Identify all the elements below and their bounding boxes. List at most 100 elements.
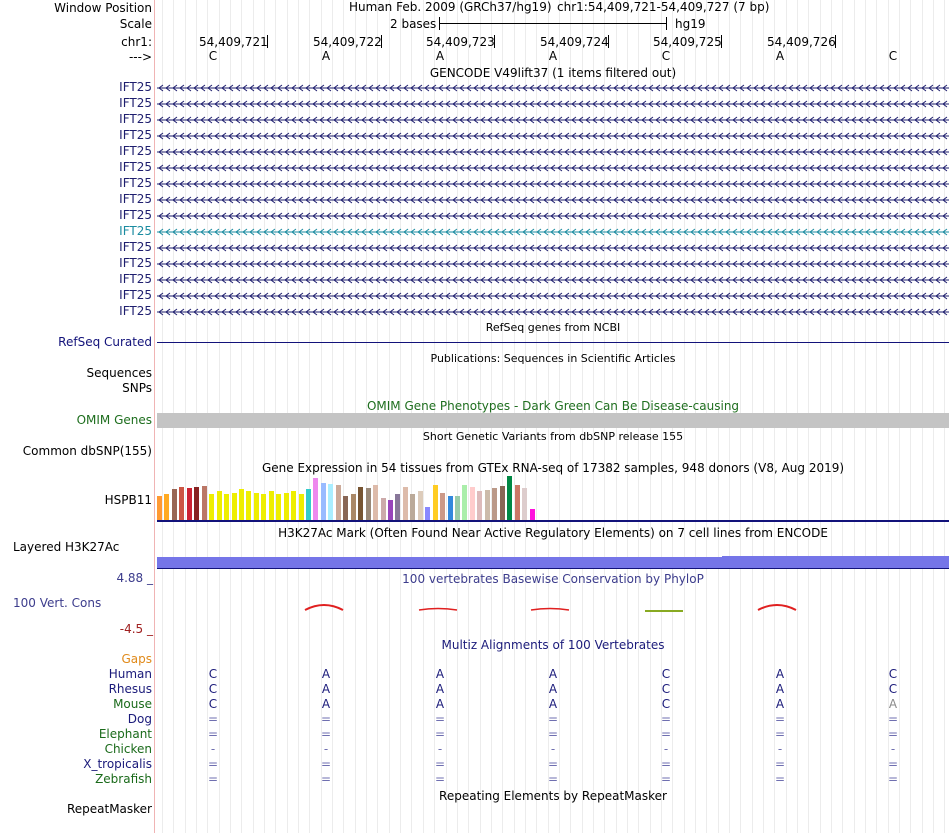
gencode-item-feature[interactable]	[157, 291, 949, 301]
repeatmasker-label[interactable]: RepeatMasker	[66, 802, 152, 816]
gtex-tissue-bar[interactable]	[432, 485, 438, 520]
species-label[interactable]: Human	[108, 667, 152, 681]
gencode-item-feature[interactable]	[157, 195, 949, 205]
gtex-tissue-bar[interactable]	[402, 487, 408, 520]
gtex-tissue-bar[interactable]	[499, 486, 505, 520]
gencode-item-label[interactable]: IFT25	[119, 144, 152, 158]
gtex-tissue-bar[interactable]	[201, 486, 207, 520]
omim-label[interactable]: OMIM Genes	[76, 413, 152, 427]
gtex-tissue-bar[interactable]	[484, 490, 490, 520]
gtex-title[interactable]: Gene Expression in 54 tissues from GTEx …	[261, 461, 845, 475]
gtex-tissue-bar[interactable]	[179, 487, 185, 520]
gtex-tissue-bar[interactable]	[216, 491, 222, 520]
gencode-item-feature[interactable]	[157, 275, 949, 285]
species-label[interactable]: X_tropicalis	[83, 757, 152, 771]
h3k27ac-title[interactable]: H3K27Ac Mark (Often Found Near Active Re…	[278, 526, 828, 540]
gtex-tissue-bar[interactable]	[395, 494, 401, 520]
gtex-tissue-bar[interactable]	[387, 500, 393, 520]
gencode-item-label[interactable]: IFT25	[119, 256, 152, 270]
gencode-item-label[interactable]: IFT25	[119, 128, 152, 142]
gtex-tissue-bar[interactable]	[253, 493, 259, 520]
snps-label[interactable]: SNPs	[122, 381, 152, 395]
gtex-tissue-bar[interactable]	[365, 488, 371, 520]
gtex-tissue-bar[interactable]	[522, 488, 528, 520]
h3k27ac-signal[interactable]	[157, 556, 949, 570]
gencode-item-label[interactable]: IFT25	[119, 240, 152, 254]
gtex-tissue-bar[interactable]	[335, 485, 341, 520]
gencode-item-label[interactable]: IFT25	[119, 224, 152, 238]
gtex-tissue-bar[interactable]	[492, 488, 498, 520]
gtex-tissue-bar[interactable]	[358, 487, 364, 520]
gencode-item-label[interactable]: IFT25	[119, 208, 152, 222]
gtex-tissue-bar[interactable]	[350, 494, 356, 520]
gtex-tissue-bar[interactable]	[469, 487, 475, 520]
gtex-tissue-bar[interactable]	[224, 494, 230, 520]
species-label[interactable]: Zebrafish	[95, 772, 152, 786]
gencode-item-feature[interactable]	[157, 259, 949, 269]
gtex-tissue-bar[interactable]	[410, 494, 416, 520]
multiz-title[interactable]: Multiz Alignments of 100 Vertebrates	[441, 638, 665, 652]
cons-title[interactable]: 100 vertebrates Basewise Conservation by…	[402, 572, 704, 586]
gtex-tissue-bar[interactable]	[306, 489, 311, 520]
omim-bar[interactable]	[157, 413, 949, 428]
species-label[interactable]: Elephant	[98, 727, 152, 741]
dbsnp-label[interactable]: Common dbSNP(155)	[22, 444, 152, 458]
gencode-item-feature[interactable]	[157, 163, 949, 173]
gencode-item-feature[interactable]	[157, 307, 949, 317]
gencode-item-label[interactable]: IFT25	[119, 272, 152, 286]
gtex-tissue-bar[interactable]	[276, 494, 282, 520]
gencode-item-label[interactable]: IFT25	[119, 304, 152, 318]
gencode-item-label[interactable]: IFT25	[119, 288, 152, 302]
gtex-tissue-bar[interactable]	[194, 487, 200, 520]
gencode-item-feature[interactable]	[157, 83, 949, 93]
gtex-tissue-bar[interactable]	[373, 485, 379, 520]
gtex-tissue-bar[interactable]	[268, 491, 274, 520]
gtex-tissue-bar[interactable]	[425, 507, 431, 520]
gtex-gene-label[interactable]: HSPB11	[104, 493, 152, 507]
gtex-tissue-bar[interactable]	[328, 484, 334, 520]
species-label[interactable]: Mouse	[113, 697, 152, 711]
gencode-item-label[interactable]: IFT25	[119, 160, 152, 174]
gencode-item-label[interactable]: IFT25	[119, 96, 152, 110]
gencode-item-label[interactable]: IFT25	[119, 192, 152, 206]
gtex-tissue-bar[interactable]	[238, 489, 244, 520]
gencode-item-feature[interactable]	[157, 131, 949, 141]
gtex-tissue-bar[interactable]	[186, 488, 192, 520]
gtex-tissue-bar[interactable]	[380, 498, 386, 520]
gencode-item-label[interactable]: IFT25	[119, 176, 152, 190]
repeatmasker-title[interactable]: Repeating Elements by RepeatMasker	[439, 789, 667, 803]
gtex-tissue-bar[interactable]	[477, 491, 483, 520]
gtex-tissue-bar[interactable]	[343, 496, 349, 520]
gtex-tissue-bar[interactable]	[171, 489, 177, 520]
gtex-tissue-bar[interactable]	[261, 494, 267, 520]
gtex-tissue-bar[interactable]	[164, 494, 170, 520]
position-text[interactable]: chr1:54,409,721-54,409,727 (7 bp)	[557, 0, 770, 14]
refseq-label[interactable]: RefSeq Curated	[58, 335, 152, 349]
gencode-item-label[interactable]: IFT25	[119, 112, 152, 126]
refseq-line[interactable]	[157, 342, 949, 343]
gtex-tissue-bar[interactable]	[209, 494, 215, 520]
gtex-tissue-bar[interactable]	[291, 491, 297, 520]
gtex-tissue-bar[interactable]	[283, 493, 289, 520]
gencode-item-feature[interactable]	[157, 147, 949, 157]
cons-label[interactable]: 100 Vert. Cons	[13, 596, 102, 610]
gencode-item-feature[interactable]	[157, 179, 949, 189]
gtex-tissue-bar[interactable]	[447, 496, 453, 520]
publications-title[interactable]: Publications: Sequences in Scientific Ar…	[430, 352, 676, 365]
gencode-item-feature[interactable]	[157, 243, 949, 253]
species-label[interactable]: Dog	[127, 712, 152, 726]
publications-label[interactable]: Sequences	[86, 366, 152, 380]
refseq-title[interactable]: RefSeq genes from NCBI	[485, 321, 621, 334]
gtex-tissue-bar[interactable]	[440, 493, 446, 520]
gtex-tissue-bar[interactable]	[507, 476, 513, 520]
h3k27ac-label[interactable]: Layered H3K27Ac	[13, 540, 120, 554]
gtex-tissue-bar[interactable]	[157, 496, 162, 520]
gtex-tissue-bar[interactable]	[462, 485, 468, 520]
gtex-tissue-bar[interactable]	[246, 491, 252, 520]
gaps-label[interactable]: Gaps	[121, 652, 152, 666]
gtex-tissue-bar[interactable]	[320, 483, 326, 520]
gencode-item-feature[interactable]	[157, 115, 949, 125]
species-label[interactable]: Chicken	[104, 742, 152, 756]
gtex-tissue-bar[interactable]	[455, 496, 460, 520]
